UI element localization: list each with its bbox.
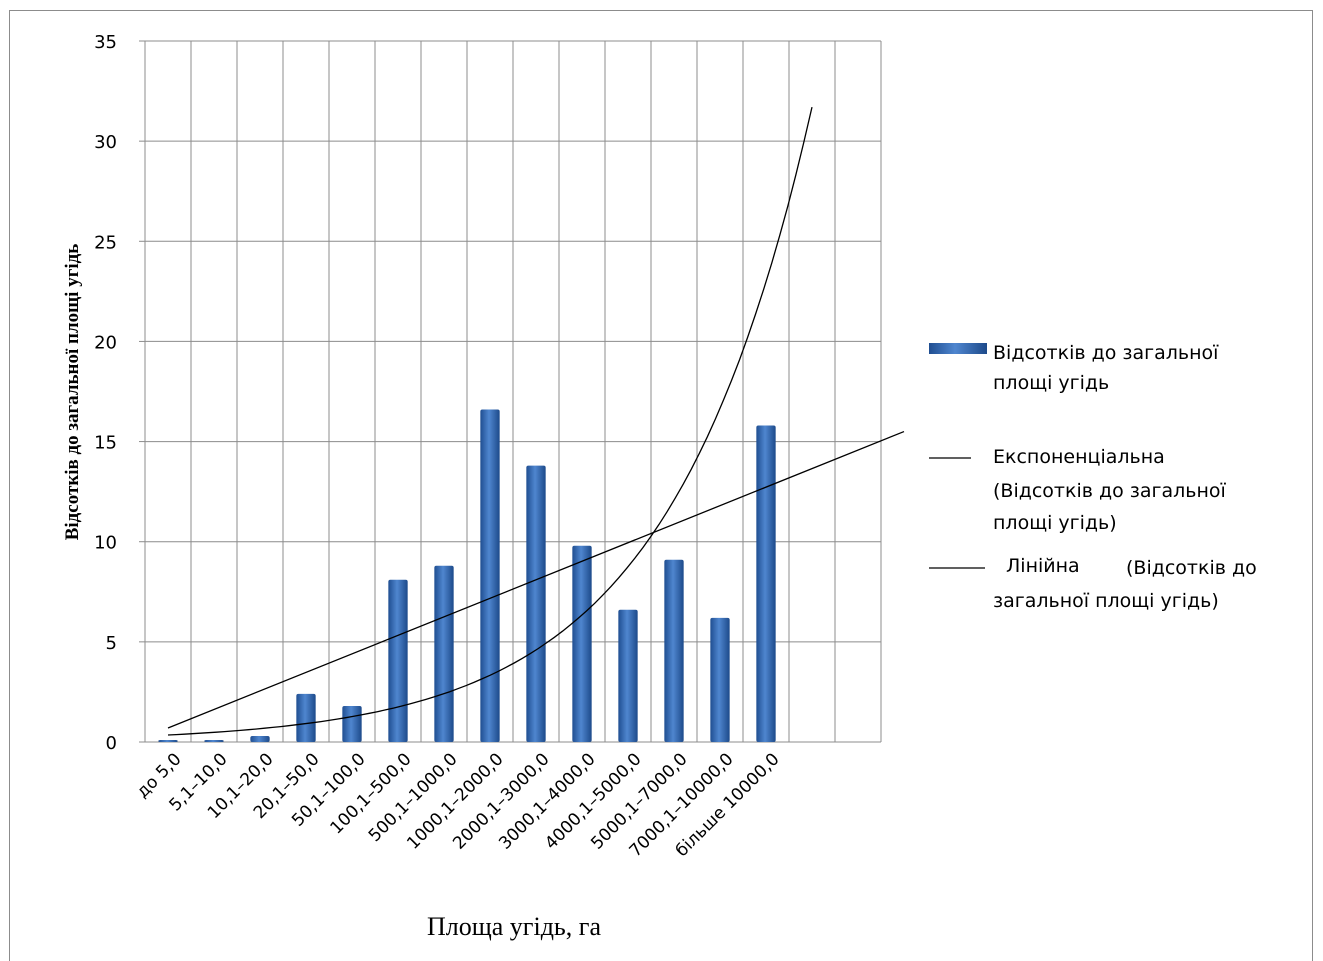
trend-lines — [167, 106, 905, 736]
y-tick-label: 35 — [94, 32, 117, 53]
bar — [526, 465, 546, 742]
bar — [434, 565, 454, 742]
y-axis-title: Відсотків до загальної площі угідь — [62, 244, 83, 541]
linear-trendline — [167, 430, 905, 729]
grid — [139, 40, 882, 743]
bar — [480, 409, 500, 742]
bar — [618, 609, 638, 742]
y-tick-label: 10 — [94, 533, 117, 554]
legend-exp-label-line3: площі угідь) — [993, 512, 1117, 534]
y-tick-label: 0 — [106, 733, 117, 754]
legend-bar-label-line1: Відсотків до загальної — [993, 342, 1219, 364]
bar — [710, 617, 730, 742]
bars — [158, 409, 776, 742]
exponential-trendline — [167, 106, 813, 736]
bar — [664, 559, 684, 742]
y-tick-label: 30 — [94, 132, 117, 153]
y-tick-label: 20 — [94, 332, 117, 353]
y-tick-label: 25 — [94, 232, 117, 253]
legend-exp-label-line2: (Відсотків до загальної — [993, 480, 1227, 502]
legend-bar-label-line2: площі угідь — [993, 372, 1109, 394]
bar — [342, 705, 362, 742]
x-axis-title: Площа угідь, га — [427, 912, 601, 941]
bar — [204, 739, 224, 742]
bar — [756, 425, 776, 742]
legend-lin-label-paren: (Відсотків до — [1126, 557, 1257, 579]
bar — [296, 693, 316, 742]
bar — [158, 739, 178, 742]
legend-exp-label-line1: Експоненціальна — [993, 446, 1165, 468]
legend-bar-swatch — [929, 343, 987, 354]
bar — [388, 579, 408, 742]
legend-lin-label-line2: загальної площі угідь) — [993, 590, 1219, 612]
legend: Відсотків до загальної площі угідь Експо… — [929, 342, 1257, 612]
y-axis-ticks: 0 5 10 15 20 25 30 35 — [94, 32, 117, 754]
x-axis-ticks: до 5,05,1–10,010,1–20,020,1–50,050,1–100… — [133, 749, 784, 861]
bar — [572, 545, 592, 742]
legend-lin-label-line1: Лінійна — [1006, 555, 1080, 577]
chart-frame — [9, 10, 1313, 961]
y-tick-label: 15 — [94, 433, 117, 454]
bar — [250, 735, 270, 742]
y-tick-label: 5 — [106, 633, 117, 654]
